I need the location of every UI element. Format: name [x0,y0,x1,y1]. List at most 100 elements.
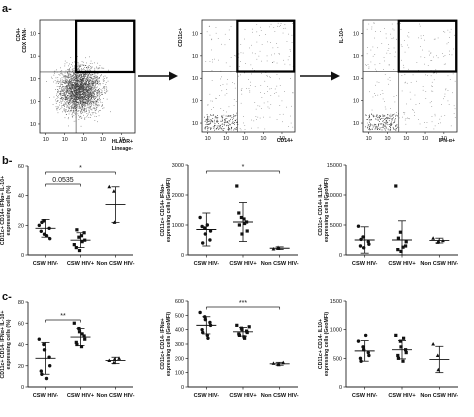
y-tick-label: 40 [18,343,24,349]
data-point [242,217,246,221]
flow-xtick-label: 10 [205,136,211,142]
series-3 [429,342,450,374]
data-point [208,229,213,233]
data-point [203,226,207,230]
flow-xtick-label: 10 [260,136,266,142]
y-axis-label: CD11c+ CD14- IFNα+ [160,318,166,369]
y-tick-label: 5000 [330,223,342,229]
significance-label: * [242,164,245,171]
series-2 [70,321,91,349]
y-tick-label: 0 [21,253,24,259]
flow-xtick-label: 10 [366,136,372,142]
significance-bracket: *** [205,300,281,310]
x-category-label: CSW HIV+ [67,393,95,399]
data-point [404,244,408,248]
panel-label-c: c- [2,291,12,303]
significance-label: 0.0535 [52,177,74,184]
y-tick-label: 500 [175,313,184,319]
y-tick-label: 1500 [330,299,342,305]
data-point [200,224,204,229]
flow-gate [74,19,136,74]
flow-xtick-label: 10 [223,136,229,142]
flow-plot-frame [201,19,296,133]
gating-arrow-1 [138,71,178,81]
data-point [200,327,204,332]
x-category-label: CSW HIV- [194,261,220,267]
data-point [205,333,210,338]
data-point [37,223,41,228]
data-point [361,345,365,349]
data-point [396,236,400,240]
x-category-label: CSW HIV- [352,261,378,267]
data-point [80,240,84,244]
flow-xtick-label: 10 [242,136,248,142]
data-point [112,360,116,365]
data-point [82,334,86,338]
data-point [237,223,241,227]
x-category-label: CSW HIV+ [229,393,257,399]
significance-bracket: * [45,165,116,175]
y-tick-label: 1000 [330,328,342,334]
series-2 [392,333,412,363]
flow-xtick-label: 10 [279,136,285,142]
data-point [117,356,121,360]
data-point [396,353,400,358]
series-1 [35,218,56,241]
y-tick-label: 15000 [327,163,342,169]
dot-plot-4: 0 20 40 60 80 CSW HIV- CSW HIV+ Non CSW HIV- CD1… [0,300,135,399]
x-category-label: CSW HIV- [33,261,59,267]
x-category-label: Non CSW HIV- [97,393,135,399]
flow-xtick-label: 10 [441,136,447,142]
dot-plot-2: 0 1000 2000 3000 CSW HIV- CSW HIV+ Non CSW HIV… [160,163,299,267]
dot-plot-1: 0 20 40 60 CSW HIV- CSW HIV+ Non CSW HIV- CD11c… [0,164,135,267]
series-2 [233,184,253,242]
flow-ytick-label: 10 [30,54,36,60]
data-point [271,247,276,251]
data-point [401,359,405,363]
flow-ytick-label: 10 [30,122,36,128]
data-point [245,330,249,335]
panel-label-a: a- [2,3,12,15]
data-point [235,323,239,327]
data-point [396,356,400,360]
data-point [399,249,403,253]
flow-ytick-label: 10 [353,31,359,37]
flow-ytick-label: 10 [30,99,36,105]
y-tick-label: 10000 [327,193,342,199]
data-point [237,333,241,337]
data-point [367,353,371,358]
y-tick-label: 60 [18,164,24,170]
flow-gate [397,19,458,73]
series-1 [354,224,375,254]
significance-label: *** [239,300,247,307]
data-point [396,248,400,252]
dot-plot-6: 0 500 1000 1500 CSW HIV- CSW HIV+ Non CSW HIV-… [318,299,458,399]
data-point [435,353,440,357]
y-tick-label: 500 [333,356,342,362]
data-point [358,356,363,361]
flow-ylabel: CD4+ [16,28,22,41]
data-point [402,336,406,340]
flow-ytick-label: 10 [30,77,36,83]
x-category-label: Non CSW HIV- [261,261,299,267]
data-point [83,337,87,341]
data-point [271,361,276,365]
series-1 [354,333,375,363]
series-2 [70,228,91,253]
significance-bracket: * [205,164,281,174]
series-1 [35,337,56,381]
flow-gate [236,19,296,73]
data-point [404,240,408,244]
y-tick-label: 20 [18,223,24,229]
x-category-label: CSW HIV- [194,393,220,399]
x-category-label: CSW HIV+ [388,393,416,399]
series-3 [105,356,126,365]
x-category-label: CSW HIV- [352,393,378,399]
data-point [239,215,243,220]
significance-label: * [79,165,82,172]
data-point [235,184,239,188]
